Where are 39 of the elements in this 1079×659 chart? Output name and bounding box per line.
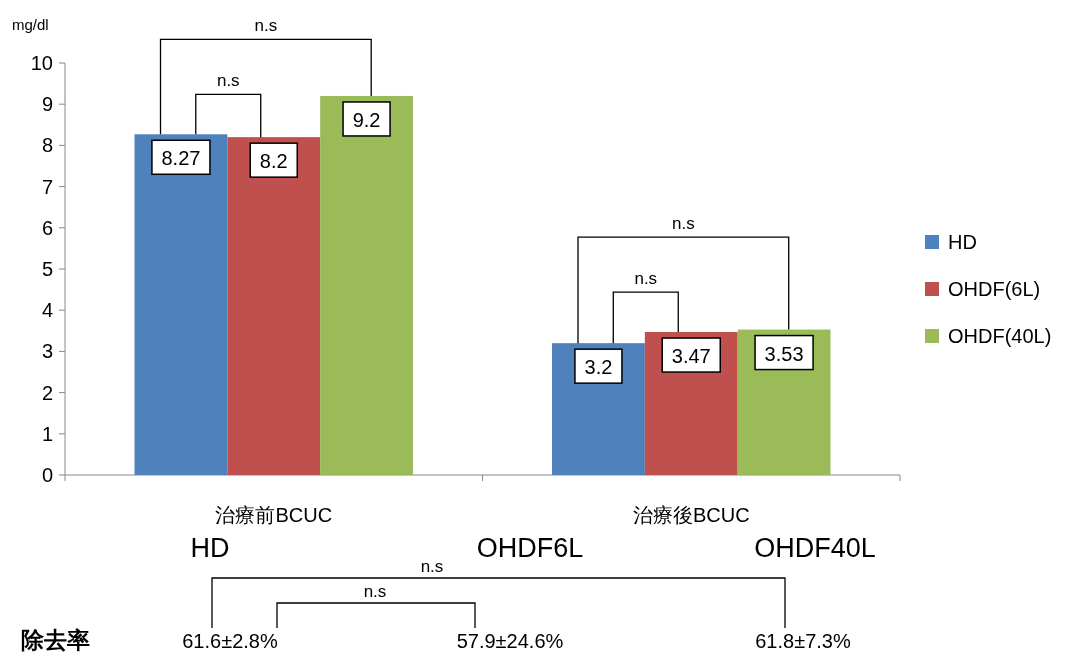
data-label: 9.2 [352, 108, 381, 131]
y-tick-label: 1 [41, 422, 53, 445]
y-tick-label: 4 [41, 299, 53, 322]
text: 57.9±24.6% [456, 630, 564, 652]
x-tick-label: 治療後BCUC [632, 504, 750, 526]
text: n.s [254, 16, 278, 36]
annotation: n.s [634, 269, 658, 289]
data-label: 3.53 [764, 342, 804, 365]
bar [134, 134, 228, 475]
y-tick-label: 0 [41, 464, 53, 486]
y-tick-label: 9 [41, 93, 53, 116]
data-label: 3.47 [671, 345, 711, 368]
text: HD [190, 533, 230, 563]
text: OHDF40L [754, 533, 876, 563]
y-axis-title: mg/dl [12, 16, 49, 33]
bar [227, 137, 321, 475]
text: 61.8±7.3% [755, 630, 851, 652]
data-label: 8.2 [259, 150, 288, 173]
text: n.s [420, 557, 444, 576]
text: n.s [363, 582, 387, 601]
data-label: 3.2 [584, 356, 613, 379]
y-tick-label: 7 [41, 175, 53, 198]
y-tick-label: 2 [41, 381, 53, 404]
y-tick-label: 10 [30, 52, 53, 74]
legend-label: OHDF(6L) [948, 278, 1041, 300]
annotation: n.s [672, 214, 695, 234]
x-tick-label: 治療前BCUC [215, 504, 333, 526]
bar [320, 95, 413, 475]
text: OHDF6L [476, 533, 584, 563]
legend-label: HD [948, 231, 977, 253]
text: 除去率 [20, 627, 90, 653]
text: 61.6±2.8% [182, 630, 278, 652]
y-tick-label: 3 [41, 340, 53, 363]
legend-label: OHDF(40L) [948, 325, 1052, 347]
y-tick-label: 5 [41, 258, 53, 280]
y-tick-label: 8 [41, 134, 53, 157]
y-tick-label: 6 [41, 216, 53, 239]
data-label: 8.27 [161, 147, 201, 170]
annotation: n.s [216, 71, 240, 91]
